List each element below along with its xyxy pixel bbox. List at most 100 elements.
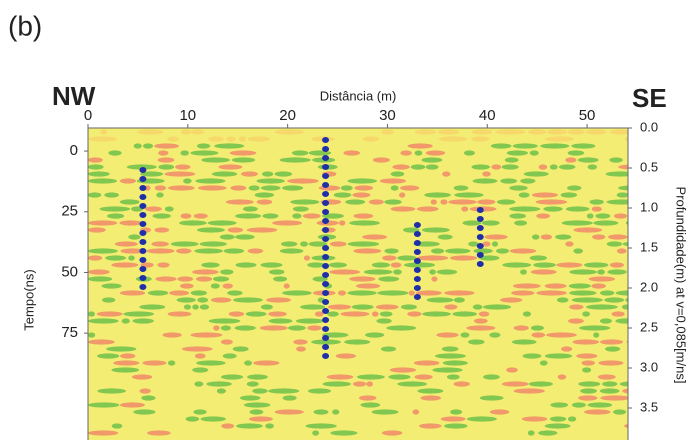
radargram-texture — [593, 332, 600, 338]
radargram-texture — [530, 325, 544, 331]
radargram-texture — [196, 227, 225, 233]
radargram-texture — [151, 241, 169, 247]
radargram-texture — [363, 269, 393, 275]
radargram-texture — [621, 304, 628, 310]
x-axis-label: Distância (m) — [320, 88, 397, 103]
radargram-texture — [513, 388, 545, 394]
radargram-texture — [335, 353, 356, 359]
radargram-texture — [511, 339, 537, 345]
radargram-texture — [340, 311, 370, 317]
radargram-texture — [139, 275, 147, 281]
radargram-texture — [477, 199, 496, 205]
radargram-texture — [216, 388, 226, 394]
radargram-texture — [338, 220, 346, 226]
radargram-texture — [260, 262, 283, 268]
radargram-texture — [440, 416, 466, 422]
radargram-texture — [445, 248, 471, 254]
radargram-texture — [468, 241, 479, 247]
radargram-texture — [101, 297, 116, 303]
radargram-texture — [322, 335, 330, 341]
radargram-texture — [142, 360, 167, 366]
radargram-texture — [476, 261, 484, 267]
radargram-texture — [322, 182, 330, 188]
radargram-texture — [291, 150, 309, 156]
radargram-texture — [509, 206, 541, 212]
radargram-texture — [377, 290, 409, 296]
radargram-texture — [611, 311, 625, 317]
radargram-texture — [88, 311, 95, 317]
radargram-texture — [162, 332, 182, 338]
radargram-texture — [96, 311, 123, 317]
radargram-texture — [531, 332, 546, 338]
radargram-texture — [146, 430, 171, 436]
radargram-texture — [372, 157, 390, 163]
radargram-texture — [274, 129, 305, 135]
radargram-texture — [581, 360, 595, 366]
radargram-texture — [279, 248, 304, 254]
radargram-texture — [557, 374, 567, 380]
y-tick-label: 25 — [61, 203, 78, 220]
radargram-texture — [183, 304, 192, 310]
radargram-texture — [520, 178, 536, 184]
radargram-texture — [194, 248, 223, 254]
radargram-texture — [133, 409, 156, 415]
radargram-texture — [536, 213, 551, 219]
radargram-texture — [390, 171, 405, 177]
radargram-texture — [139, 176, 147, 182]
radargram-texture — [139, 304, 166, 310]
radargram-texture — [322, 173, 330, 179]
radargram-texture — [352, 192, 371, 198]
radargram-texture — [147, 290, 169, 296]
radargram-texture — [262, 213, 279, 219]
radargram-texture — [88, 255, 103, 261]
radargram-texture — [613, 213, 628, 219]
radargram-texture — [88, 339, 115, 345]
radargram-texture — [212, 276, 230, 282]
radargram-texture — [514, 220, 528, 226]
radargram-texture — [170, 241, 199, 247]
radargram-texture — [167, 360, 176, 366]
radargram-texture — [139, 266, 147, 272]
radargram-texture — [307, 262, 325, 268]
radargram-texture — [312, 430, 320, 436]
radargram-texture — [234, 325, 256, 331]
radargram-texture — [119, 199, 140, 205]
radargram-texture — [568, 283, 591, 289]
y2-tick-label: 3.0 — [640, 359, 658, 374]
radargram-texture — [523, 171, 549, 177]
radargram-texture — [353, 248, 382, 254]
radargram-texture — [139, 221, 147, 227]
radargram-texture — [327, 311, 339, 317]
radargram-texture — [330, 430, 358, 436]
radargram-texture — [132, 318, 154, 324]
radargram-texture — [223, 248, 245, 254]
radargram-texture — [624, 136, 628, 142]
radargram-texture — [627, 263, 628, 267]
radargram-texture — [390, 185, 399, 191]
radargram-texture — [471, 129, 493, 135]
radargram-texture — [156, 192, 164, 198]
radargram-texture — [280, 241, 298, 247]
radargram-texture — [167, 136, 179, 142]
radargram-texture — [472, 178, 498, 184]
radargram-texture — [347, 290, 377, 296]
y-tick-label: 75 — [61, 324, 78, 341]
y2-axis-label: Profundidade(m) at v=0,085[m/ns] — [674, 187, 689, 384]
radargram-texture — [403, 262, 436, 268]
radargram-texture — [352, 381, 367, 387]
radargram-texture — [101, 283, 122, 289]
radargram-texture — [256, 178, 285, 184]
radargram-texture — [587, 164, 598, 170]
radargram-texture — [501, 381, 529, 387]
radargram-texture — [318, 185, 341, 191]
radargram-texture — [88, 248, 118, 254]
radargram-texture — [290, 199, 320, 205]
radargram-texture — [368, 199, 384, 205]
radargram-texture — [210, 283, 220, 289]
x-tick-label: 0 — [84, 107, 92, 124]
radargram-texture — [139, 248, 147, 254]
radargram-texture — [88, 171, 110, 177]
radargram-texture — [567, 416, 577, 422]
radargram-texture — [322, 344, 330, 350]
